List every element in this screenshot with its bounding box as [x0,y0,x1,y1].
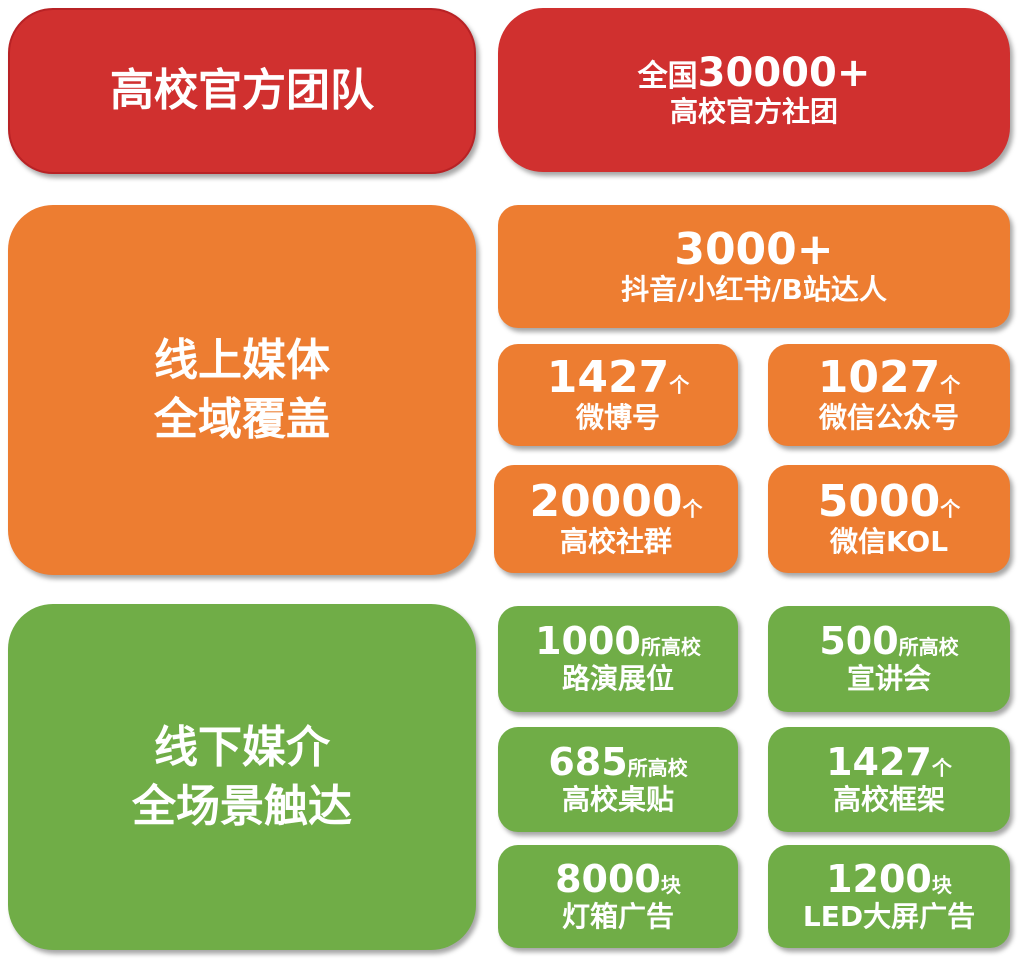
stat-value: 500 [819,619,899,664]
stat-label: 高校官方社团 [669,95,838,129]
stat-label: 高校桌贴 [561,782,674,816]
stat-label: 高校框架 [832,782,945,816]
stat-card: 1027个微信公众号 [768,344,1010,446]
stat-card: 685所高校 高校桌贴 [498,727,738,832]
offline-title-line1: 线下媒介 [154,721,330,773]
stat-label: 微博号 [575,401,660,435]
stat-label: 高校社群 [559,525,672,559]
online-top-card: 3000+ 抖音/小红书/B站达人 [498,205,1010,328]
stat-value: 685 [548,739,628,784]
stat-value: 30000+ [697,50,871,97]
team-stat-card: 全国30000+ 高校官方社团 [498,8,1010,172]
team-title: 高校官方团队 [110,65,374,117]
stat-card: 5000个微信KOL [768,465,1010,573]
stat-value: 8000 [555,856,661,901]
stat-card: 1427个 微博号 [498,344,738,446]
stat-card: 500所高校 宣讲会 [768,606,1010,712]
stat-value: 20000 [529,476,683,528]
team-header: 高校官方团队 [8,8,476,174]
online-title-line1: 线上媒体 [154,334,330,386]
stat-unit: 个 [940,373,961,398]
online-title-line2: 全域覆盖 [154,394,330,445]
stat-label: 微信公众号 [818,401,959,435]
stat-label: LED大屏广告 [802,899,976,933]
stat-card: 1000所高校 路演展位 [498,606,738,712]
stat-label: 微信KOL [829,525,949,559]
stat-value: 1000 [535,619,641,664]
online-top-value: 3000+ [674,223,834,275]
stat-card: 20000个 高校社群 [494,465,738,573]
stat-unit: 所高校 [898,635,959,660]
stat-card: 8000块 灯箱广告 [498,845,738,948]
stat-label: 灯箱广告 [561,899,674,933]
online-header: 线上媒体 全域覆盖 [8,205,476,575]
stat-label: 宣讲会 [846,662,931,696]
stat-label: 路演展位 [561,662,674,696]
stat-value: 1427 [546,352,670,404]
stat-unit: 个 [931,755,952,780]
stat-value: 5000 [817,476,941,528]
stat-value: 1427 [826,739,932,784]
stat-unit: 所高校 [627,755,688,780]
stat-prefix: 全国 [637,59,698,95]
stat-unit: 块 [931,872,952,897]
offline-header: 线下媒介 全场景触达 [8,604,476,950]
stat-unit: 个 [669,373,690,398]
stat-unit: 块 [660,872,681,897]
stat-value: 1200 [826,856,932,901]
stat-card: 1200块 LED大屏广告 [768,845,1010,948]
online-top-label: 抖音/小红书/B站达人 [621,272,887,306]
stat-unit: 所高校 [640,635,701,660]
stat-unit: 个 [940,497,961,522]
stat-unit: 个 [682,497,703,522]
offline-title-line2: 全场景触达 [132,781,352,832]
stat-card: 1427个 高校框架 [768,727,1010,832]
stat-value: 1027 [817,352,941,404]
